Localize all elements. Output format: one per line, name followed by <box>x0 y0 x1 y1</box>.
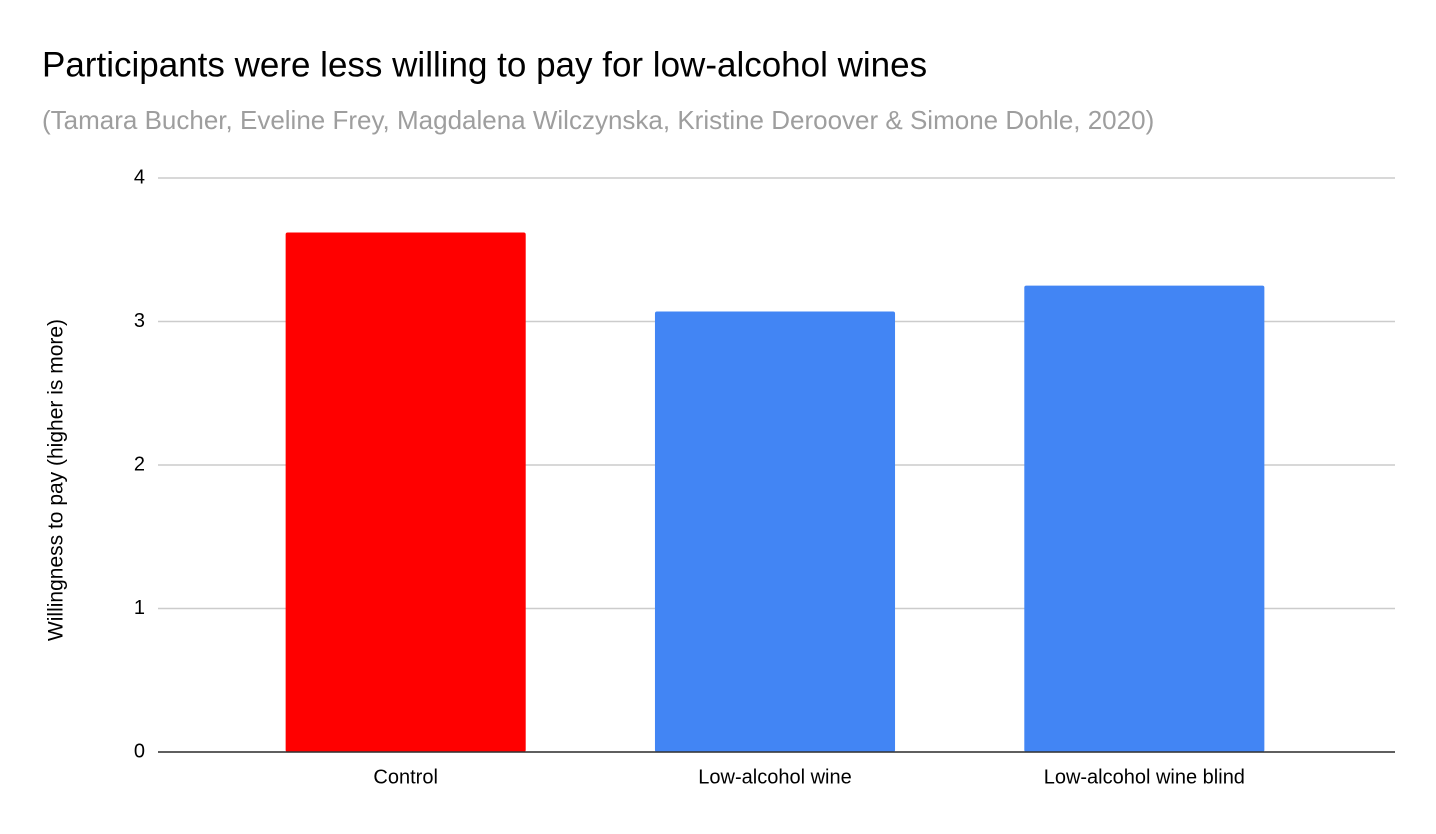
y-tick-label: 3 <box>134 310 145 332</box>
bar <box>654 311 896 752</box>
chart-title: Participants were less willing to pay fo… <box>42 45 927 84</box>
x-tick-label: Low-alcohol wine <box>698 766 851 788</box>
y-tick-label: 1 <box>134 597 145 619</box>
x-tick-label: Low-alcohol wine blind <box>1044 766 1245 788</box>
y-tick-label: 0 <box>134 740 145 762</box>
bar <box>1024 285 1265 752</box>
chart-subtitle: (Tamara Bucher, Eveline Frey, Magdalena … <box>42 105 1154 135</box>
x-tick-label: Control <box>373 766 437 788</box>
y-tick-label: 4 <box>134 166 145 188</box>
y-axis-label: Willingness to pay (higher is more) <box>45 319 68 641</box>
y-tick-label: 2 <box>134 453 145 475</box>
bar <box>285 232 526 752</box>
